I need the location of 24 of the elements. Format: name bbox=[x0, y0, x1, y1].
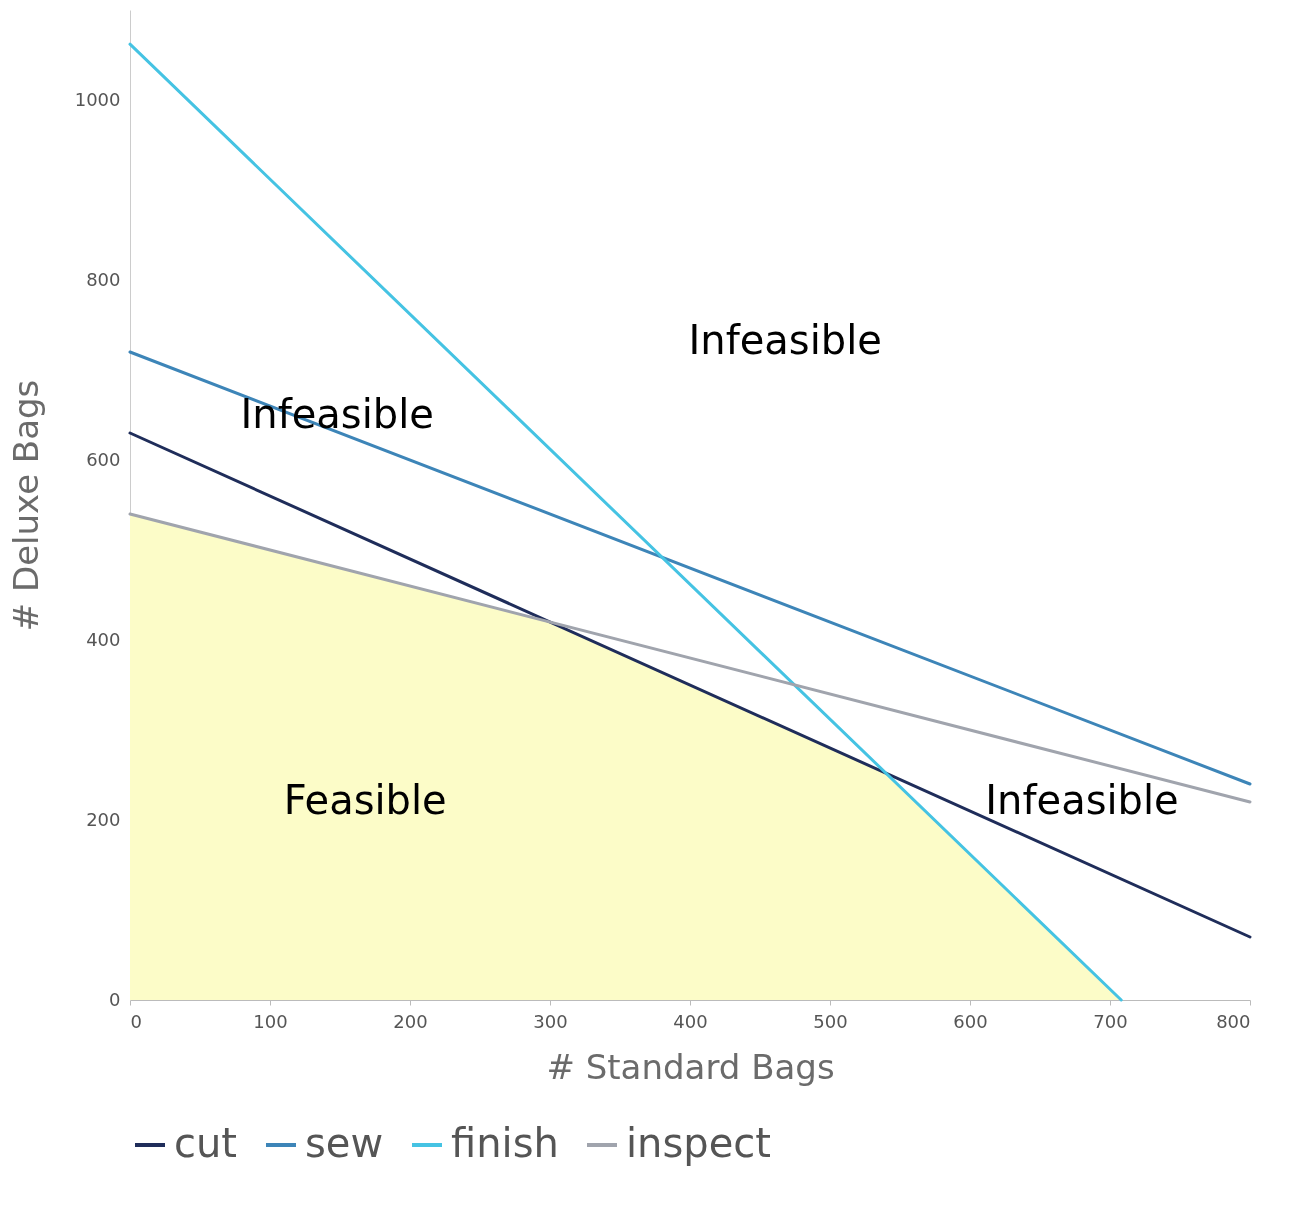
legend-label: inspect bbox=[626, 1120, 771, 1166]
x-tick-label: 100 bbox=[253, 1010, 288, 1032]
legend-label: finish bbox=[451, 1120, 559, 1166]
x-tick-label: 200 bbox=[393, 1010, 428, 1032]
y-tick-label: 0 bbox=[109, 988, 121, 1010]
x-tick-label: 300 bbox=[533, 1010, 568, 1032]
x-tick-label: 800 bbox=[1216, 1010, 1251, 1032]
legend-label: sew bbox=[305, 1120, 384, 1166]
annotation: Infeasible bbox=[688, 316, 882, 363]
x-tick-label: 400 bbox=[673, 1010, 708, 1032]
y-axis-title: # Deluxe Bags bbox=[5, 379, 46, 632]
x-axis-title: # Standard Bags bbox=[546, 1046, 835, 1087]
x-tick-label: 500 bbox=[813, 1010, 848, 1032]
y-tick-label: 200 bbox=[86, 808, 121, 830]
y-tick-label: 1000 bbox=[74, 88, 121, 110]
legend-label: cut bbox=[174, 1120, 238, 1166]
y-tick-label: 600 bbox=[86, 448, 121, 470]
annotation: Feasible bbox=[283, 777, 447, 823]
y-tick-label: 800 bbox=[86, 268, 121, 290]
x-tick-label: 700 bbox=[1093, 1010, 1128, 1032]
x-tick-label: 600 bbox=[953, 1010, 988, 1032]
y-tick-label: 400 bbox=[86, 628, 121, 650]
x-tick-label: 0 bbox=[130, 1010, 142, 1032]
annotation: Infeasible bbox=[985, 777, 1179, 823]
